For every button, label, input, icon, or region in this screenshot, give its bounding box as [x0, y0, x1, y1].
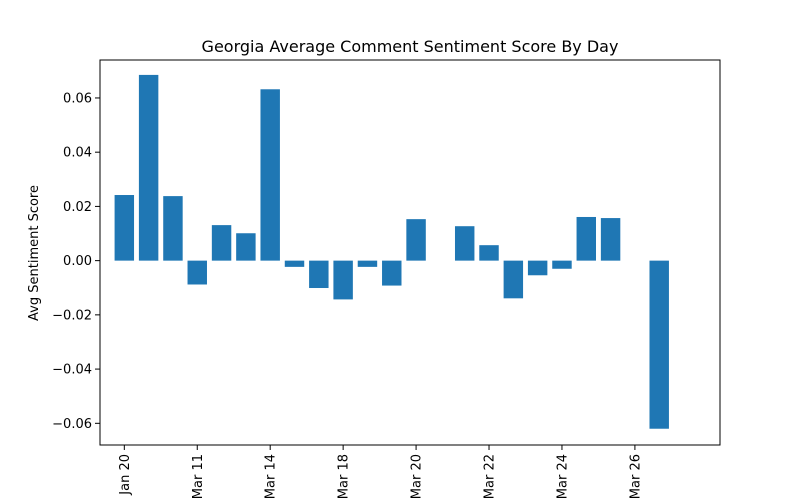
y-tick-label: 0.06	[63, 91, 92, 106]
y-tick-label: −0.06	[52, 417, 92, 432]
x-tick-label: Mar 20	[410, 454, 425, 499]
x-tick-label: Mar 22	[483, 454, 498, 499]
bar-1	[138, 74, 159, 261]
plot-frame	[99, 59, 721, 446]
bar-0	[114, 195, 135, 261]
bar-10	[357, 260, 378, 267]
bars-group	[114, 74, 669, 429]
bar-14	[479, 245, 499, 261]
y-tick-label: −0.04	[52, 363, 92, 378]
bar-17	[552, 260, 572, 269]
bar-18	[576, 216, 596, 261]
bar-16	[527, 260, 548, 276]
bar-9	[333, 260, 353, 300]
y-tick-label: 0.04	[63, 146, 92, 161]
x-tick-label: Mar 18	[337, 454, 352, 499]
x-tick-label: Mar 14	[264, 454, 279, 499]
bar-12	[406, 219, 426, 261]
bar-5	[236, 233, 256, 261]
bar-11	[382, 260, 402, 286]
x-tick-label: Mar 24	[555, 454, 570, 499]
y-tick-label: 0.00	[63, 254, 92, 269]
bar-19	[600, 218, 621, 261]
bar-3	[187, 260, 207, 285]
y-tick-label: 0.02	[63, 200, 92, 215]
bar-20	[649, 260, 669, 429]
y-axis-label: Avg Sentiment Score	[27, 185, 42, 321]
bar-8	[309, 260, 329, 289]
y-axis: 0.06 0.04 0.02 0.00 −0.02 −0.04 −0.06	[52, 91, 100, 432]
bar-2	[163, 196, 183, 261]
bar-15	[503, 260, 524, 299]
x-axis: Jan 20 Mar 11 Mar 14 Mar 18 Mar 20 Mar 22 Mar …	[118, 445, 643, 499]
bar-7	[284, 260, 305, 267]
x-tick-label: Mar 26	[628, 454, 643, 499]
bar-4	[211, 225, 232, 261]
y-tick-label: −0.02	[52, 308, 92, 323]
x-tick-label: Mar 11	[191, 454, 206, 499]
chart-title: Georgia Average Comment Sentiment Score …	[202, 37, 619, 56]
bar-13	[454, 226, 475, 261]
x-tick-label: Jan 20	[118, 454, 133, 496]
bar-6	[260, 89, 280, 261]
